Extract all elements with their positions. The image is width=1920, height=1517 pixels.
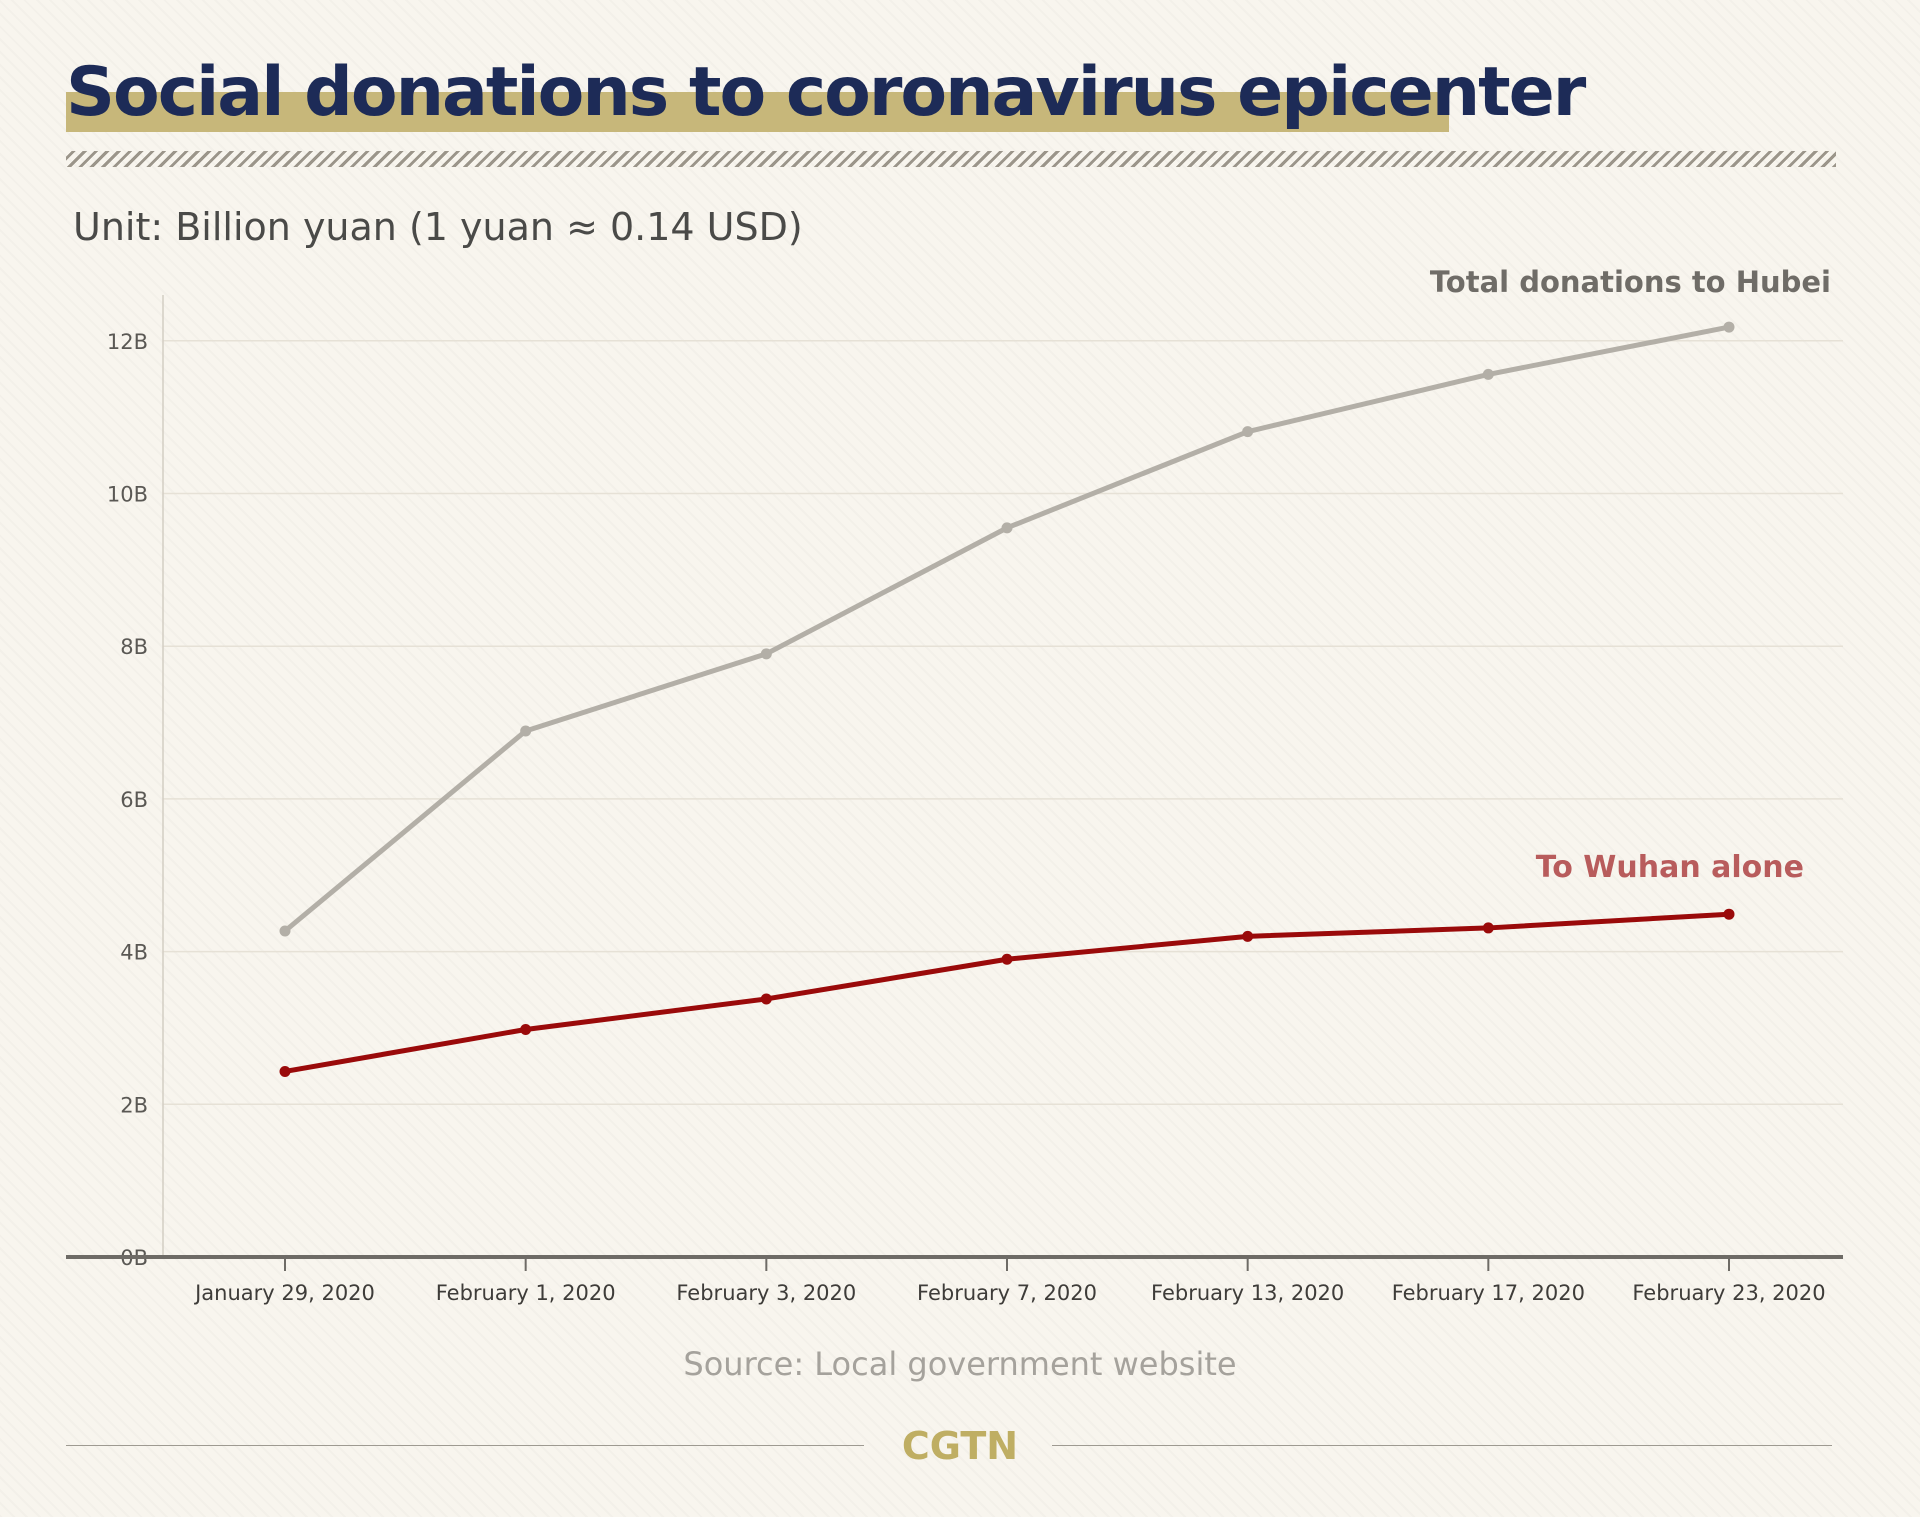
y-tick-label: 10B <box>107 483 148 507</box>
series-label: Total donations to Hubei <box>1430 265 1831 299</box>
y-tick-label: 12B <box>107 330 148 354</box>
data-point <box>279 1065 291 1077</box>
y-tick-label: 4B <box>120 941 148 965</box>
page-title: Social donations to coronavirus epicente… <box>66 53 1586 132</box>
data-point <box>1482 922 1494 934</box>
y-tick-label: 2B <box>120 1093 148 1117</box>
y-tick-label: 6B <box>120 788 148 812</box>
title-highlight-bar <box>66 92 1449 132</box>
data-point <box>1242 426 1254 438</box>
x-tick-label: February 7, 2020 <box>917 1281 1097 1305</box>
title-divider <box>66 151 1836 167</box>
x-tick-label: February 1, 2020 <box>436 1281 616 1305</box>
data-point <box>760 648 772 660</box>
title-block: Social donations to coronavirus epicente… <box>66 48 1586 138</box>
data-point <box>1723 321 1735 333</box>
data-point <box>520 725 532 737</box>
y-tick-label: 8B <box>120 635 148 659</box>
data-point <box>1001 953 1013 965</box>
data-point <box>1723 908 1735 920</box>
series-label: To Wuhan alone <box>1536 850 1804 885</box>
data-point <box>520 1023 532 1035</box>
x-tick-label: February 23, 2020 <box>1632 1281 1825 1305</box>
unit-label: Unit: Billion yuan (1 yuan ≈ 0.14 USD) <box>73 205 803 249</box>
x-tick-label: February 3, 2020 <box>676 1281 856 1305</box>
series-line <box>282 911 1732 1074</box>
x-tick-label: February 13, 2020 <box>1151 1281 1344 1305</box>
series-line <box>282 324 1732 934</box>
source-note: Source: Local government website <box>683 1345 1237 1383</box>
x-tick-label: February 17, 2020 <box>1392 1281 1585 1305</box>
data-point <box>1242 930 1254 942</box>
footer-line-right <box>1052 1445 1832 1446</box>
data-point <box>279 925 291 937</box>
footer-line-left <box>66 1445 864 1446</box>
data-point <box>1001 522 1013 534</box>
x-tick-label: January 29, 2020 <box>193 1281 375 1305</box>
data-point <box>760 993 772 1005</box>
brand-logo: CGTN <box>901 1424 1019 1468</box>
data-point <box>1482 368 1494 380</box>
